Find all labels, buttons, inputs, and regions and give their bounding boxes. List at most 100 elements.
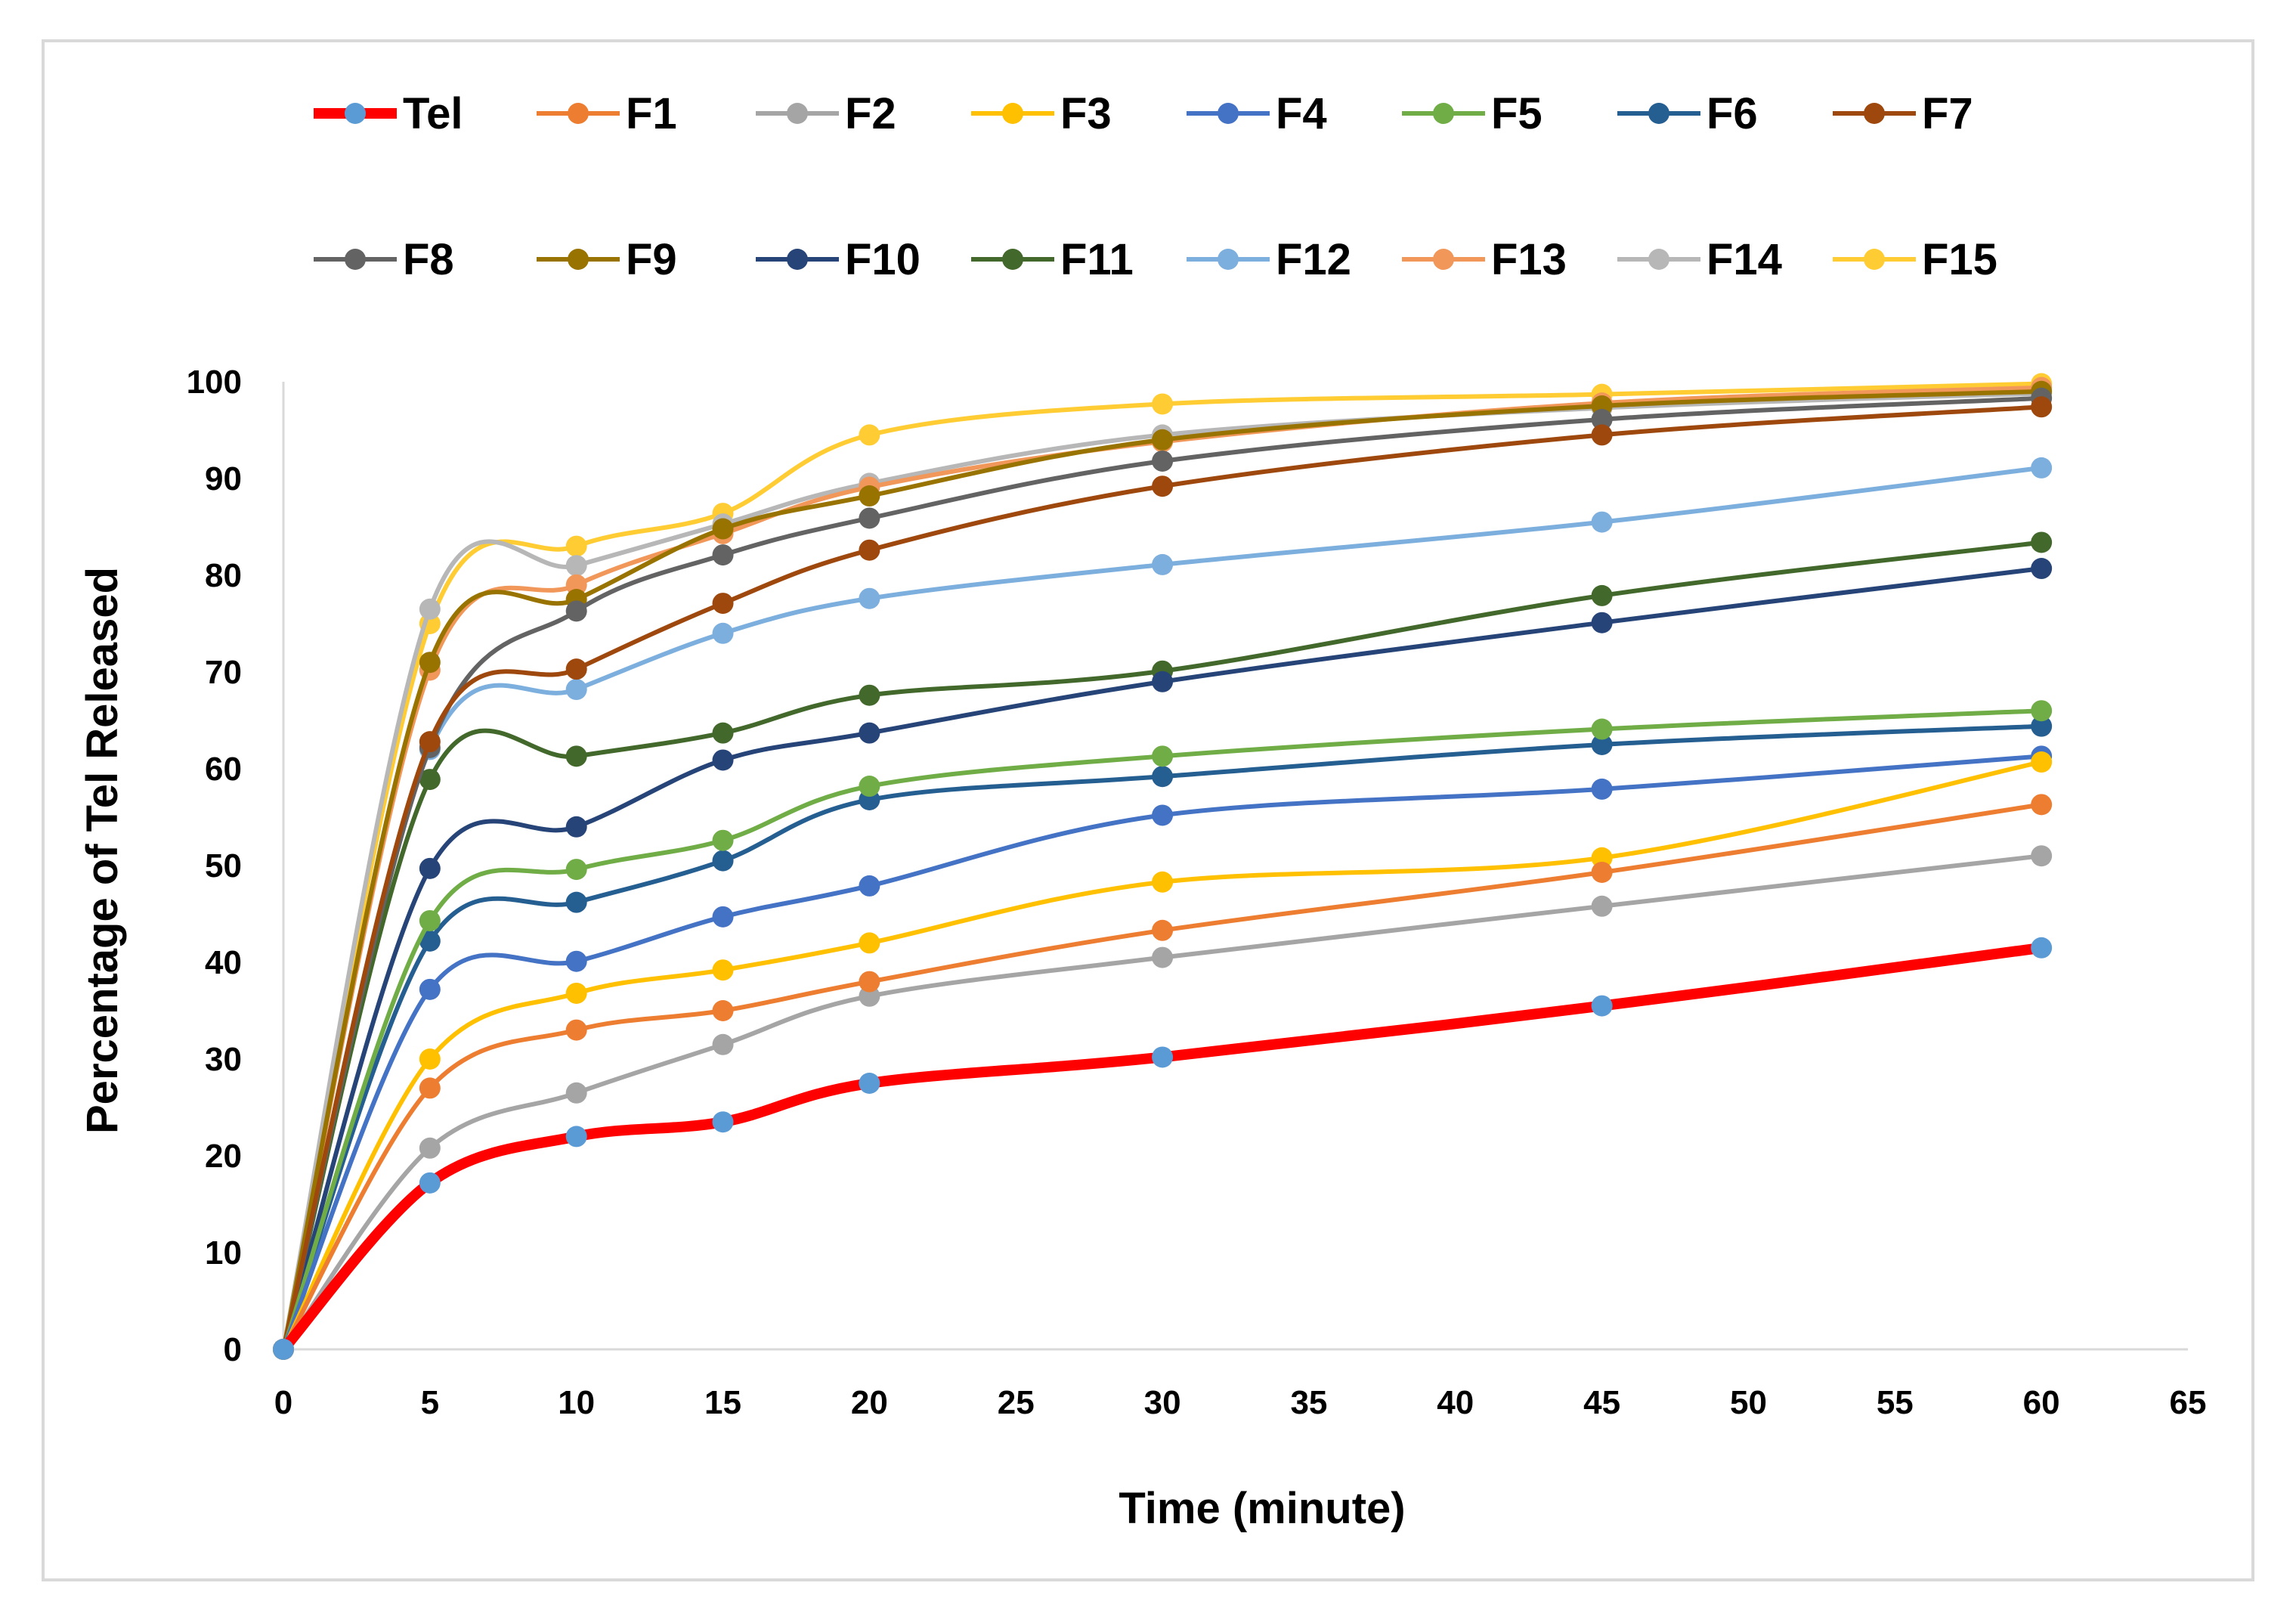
- data-point: [712, 850, 734, 872]
- x-tick-label: 0: [274, 1384, 292, 1421]
- data-point: [1152, 946, 1174, 968]
- legend-marker: [1218, 249, 1239, 270]
- data-point: [419, 731, 441, 753]
- data-point: [2031, 396, 2053, 418]
- legend-item-f15: F15: [1833, 235, 1997, 284]
- legend-label: F14: [1707, 235, 1782, 284]
- data-point: [712, 544, 734, 566]
- series-line-f2: [281, 853, 2042, 1351]
- data-point: [1152, 766, 1174, 788]
- legend-label: F10: [845, 235, 921, 284]
- y-tick-label: 100: [187, 364, 242, 401]
- data-point: [712, 622, 734, 644]
- data-point: [565, 982, 587, 1004]
- legend-label: Tel: [403, 89, 463, 138]
- data-point: [859, 971, 880, 993]
- legend-label: F8: [403, 235, 454, 284]
- data-point: [419, 1172, 441, 1194]
- series-f12: [273, 457, 2053, 1360]
- legend-marker: [787, 103, 808, 124]
- legend-marker: [568, 249, 589, 270]
- data-point: [273, 1339, 294, 1360]
- legend-marker: [345, 103, 366, 124]
- data-point: [2031, 457, 2053, 479]
- legend-marker: [345, 249, 366, 270]
- series-line-f15: [281, 381, 2042, 1350]
- y-tick-label: 80: [205, 557, 242, 594]
- data-point: [712, 1033, 734, 1055]
- data-point: [565, 535, 587, 557]
- data-point: [1152, 450, 1174, 472]
- legend-item-f7: F7: [1833, 89, 1973, 138]
- data-point: [1591, 734, 1613, 755]
- legend-label: F2: [845, 89, 896, 138]
- legend-label: F15: [1922, 235, 1997, 284]
- legend-item-f4: F4: [1187, 89, 1327, 138]
- data-point: [712, 1111, 734, 1133]
- data-point: [1152, 871, 1174, 893]
- x-tick-label: 10: [558, 1384, 595, 1421]
- legend-item-tel: Tel: [314, 89, 463, 138]
- legend-item-f12: F12: [1187, 235, 1351, 284]
- legend-item-f14: F14: [1617, 235, 1782, 284]
- legend-marker: [1648, 103, 1669, 124]
- data-point: [2031, 937, 2053, 959]
- data-point: [2031, 715, 2053, 737]
- data-point: [859, 684, 880, 706]
- axes: 0 10 20 30 40 50 60 70 80 90 100 0 5 10 15 20 25 30 35 40 45…: [187, 364, 2207, 1421]
- data-point: [1152, 745, 1174, 767]
- data-point: [1591, 718, 1613, 740]
- legend-marker: [1864, 249, 1885, 270]
- data-point: [712, 959, 734, 981]
- data-point: [712, 749, 734, 771]
- data-point: [565, 600, 587, 622]
- data-point: [1591, 861, 1613, 883]
- legend-label: F12: [1276, 235, 1351, 284]
- legend-item-f9: F9: [537, 235, 677, 284]
- x-tick-label: 40: [1437, 1384, 1474, 1421]
- data-point: [1591, 778, 1613, 800]
- x-tick-label: 65: [2170, 1384, 2207, 1421]
- data-point: [2031, 794, 2053, 816]
- x-axis-title: Time (minute): [1119, 1484, 1405, 1533]
- legend-marker: [1433, 249, 1454, 270]
- legend-item-f11: F11: [971, 235, 1134, 284]
- series-f13: [273, 376, 2053, 1360]
- series-f11: [273, 531, 2053, 1360]
- data-point: [419, 652, 441, 674]
- legend-marker: [568, 103, 589, 124]
- y-tick-label: 20: [205, 1138, 242, 1175]
- data-point: [1591, 511, 1613, 533]
- y-tick-label: 70: [205, 654, 242, 691]
- legend-marker: [1002, 103, 1023, 124]
- legend-label: F1: [626, 89, 677, 138]
- data-point: [2031, 751, 2053, 773]
- legend-label: F13: [1491, 235, 1567, 284]
- x-tick-label: 25: [998, 1384, 1035, 1421]
- data-point: [859, 539, 880, 561]
- data-point: [419, 1137, 441, 1159]
- data-point: [859, 985, 880, 1007]
- data-point: [712, 906, 734, 928]
- x-tick-label: 20: [851, 1384, 888, 1421]
- legend-marker: [1864, 103, 1885, 124]
- data-point: [712, 829, 734, 851]
- data-point: [2031, 700, 2053, 722]
- series-f1: [273, 794, 2053, 1360]
- data-point: [419, 978, 441, 1000]
- data-point: [859, 507, 880, 529]
- y-tick-label: 30: [205, 1041, 242, 1078]
- legend: Tel F1 F2 F3 F4 F5 F6 F7 F8 F9 F10 F11 F12 F13 F14 F15: [314, 89, 1997, 284]
- x-tick-label: 50: [1730, 1384, 1767, 1421]
- series-line-tel: [279, 942, 2043, 1353]
- legend-marker: [787, 249, 808, 270]
- series-layer: [273, 373, 2053, 1360]
- legend-item-f2: F2: [756, 89, 896, 138]
- data-point: [1152, 553, 1174, 575]
- data-point: [565, 1082, 587, 1104]
- y-tick-label: 60: [205, 751, 242, 788]
- data-point: [859, 485, 880, 507]
- legend-item-f3: F3: [971, 89, 1112, 138]
- data-point: [419, 1048, 441, 1070]
- legend-marker: [1433, 103, 1454, 124]
